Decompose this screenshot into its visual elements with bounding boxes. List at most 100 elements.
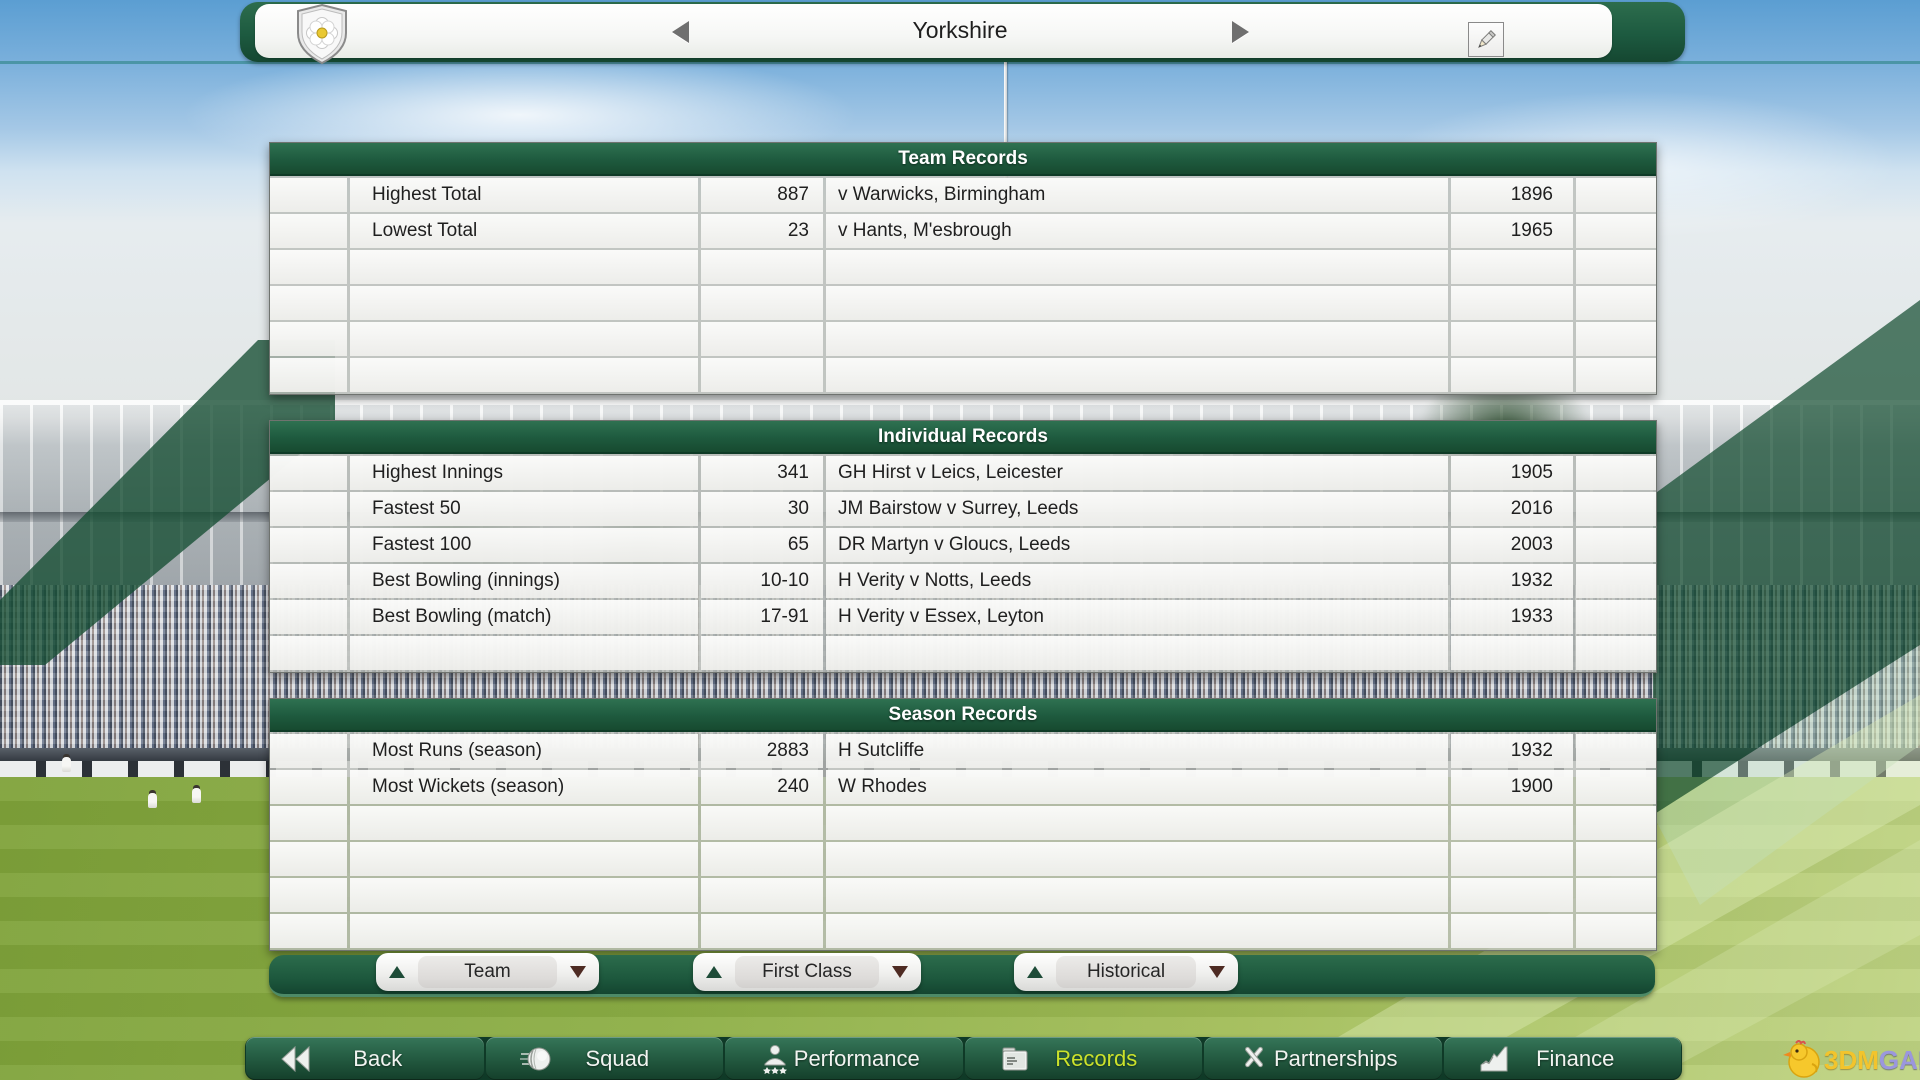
table-row: Highest Total 887 v Warwicks, Birmingham… — [270, 178, 1656, 212]
record-detail: GH Hirst v Leics, Leicester — [826, 456, 1448, 490]
table-row-empty — [270, 286, 1656, 320]
filter-dropdown-era[interactable]: Historical — [1014, 953, 1238, 991]
record-value: 65 — [701, 528, 823, 562]
record-value: 17-91 — [701, 600, 823, 634]
tab-performance[interactable]: Performance — [725, 1037, 963, 1080]
record-year: 1896 — [1451, 178, 1573, 212]
triangle-up-icon[interactable] — [706, 966, 722, 978]
record-detail: DR Martyn v Gloucs, Leeds — [826, 528, 1448, 562]
record-label: Highest Innings — [350, 456, 698, 490]
record-value: 240 — [701, 770, 823, 804]
record-value: 10-10 — [701, 564, 823, 598]
record-detail: H Verity v Notts, Leeds — [826, 564, 1448, 598]
fielder — [62, 757, 71, 772]
record-label: Highest Total — [350, 178, 698, 212]
team-records-panel: Team Records Highest Total 887 v Warwick… — [269, 142, 1657, 395]
edit-team-button[interactable] — [1468, 22, 1504, 57]
panel-title: Individual Records — [270, 421, 1656, 454]
tab-records[interactable]: Records — [964, 1037, 1202, 1080]
record-year: 2016 — [1451, 492, 1573, 526]
record-label: Lowest Total — [350, 214, 698, 248]
filter-dropdown-team[interactable]: Team — [376, 953, 599, 991]
double-left-chevron-icon — [280, 1043, 312, 1075]
triangle-up-icon[interactable] — [1027, 966, 1043, 978]
watermark-text-1: 3DM — [1824, 1044, 1879, 1075]
table-row: Most Runs (season) 2883 H Sutcliffe 1932 — [270, 734, 1656, 768]
table-row-empty — [270, 636, 1656, 670]
record-detail: H Verity v Essex, Leyton — [826, 600, 1448, 634]
table-row-empty — [270, 878, 1656, 912]
record-label: Fastest 50 — [350, 492, 698, 526]
triangle-down-icon[interactable] — [1209, 966, 1225, 978]
record-year: 1900 — [1451, 770, 1573, 804]
table-row: Fastest 100 65 DR Martyn v Gloucs, Leeds… — [270, 528, 1656, 562]
header-bar — [255, 4, 1612, 58]
tab-label: Partnerships — [1273, 1045, 1398, 1071]
season-records-panel: Season Records Most Runs (season) 2883 H… — [269, 698, 1657, 951]
table-row-empty — [270, 250, 1656, 284]
table-row: Highest Innings 341 GH Hirst v Leics, Le… — [270, 456, 1656, 490]
records-folder-icon — [999, 1043, 1031, 1075]
record-year: 1932 — [1451, 564, 1573, 598]
table-row: Lowest Total 23 v Hants, M'esbrough 1965 — [270, 214, 1656, 248]
next-team-arrow-icon[interactable] — [1232, 21, 1249, 43]
table-row: Best Bowling (match) 17-91 H Verity v Es… — [270, 600, 1656, 634]
tab-label: Squad — [585, 1045, 650, 1071]
panel-title: Team Records — [270, 143, 1656, 176]
record-value: 2883 — [701, 734, 823, 768]
prev-team-arrow-icon[interactable] — [672, 21, 689, 43]
horizon-line — [0, 61, 1920, 64]
table-row-empty — [270, 914, 1656, 948]
team-crest-icon — [293, 3, 351, 70]
table-row: Most Wickets (season) 240 W Rhodes 1900 — [270, 770, 1656, 804]
filter-dropdown-match-type[interactable]: First Class — [693, 953, 921, 991]
crossed-bats-icon — [1238, 1043, 1270, 1075]
table-row-empty — [270, 358, 1656, 392]
table-row: Fastest 50 30 JM Bairstow v Surrey, Leed… — [270, 492, 1656, 526]
record-detail: H Sutcliffe — [826, 734, 1448, 768]
tab-back[interactable]: Back — [246, 1037, 484, 1080]
record-label: Fastest 100 — [350, 528, 698, 562]
filter-bar: Team First Class Historical — [269, 953, 1655, 997]
record-detail: v Warwicks, Birmingham — [826, 178, 1448, 212]
record-label: Most Wickets (season) — [350, 770, 698, 804]
record-detail: v Hants, M'esbrough — [826, 214, 1448, 248]
fielder — [192, 788, 201, 803]
tab-label: Records — [1055, 1045, 1138, 1071]
table-row: Best Bowling (innings) 10-10 H Verity v … — [270, 564, 1656, 598]
record-label: Best Bowling (innings) — [350, 564, 698, 598]
chick-mascot-icon — [1783, 1040, 1820, 1078]
area-chart-icon — [1478, 1043, 1510, 1075]
panel-title: Season Records — [270, 699, 1656, 732]
watermark-text-2: GAME — [1878, 1044, 1920, 1075]
tab-partnerships[interactable]: Partnerships — [1204, 1037, 1442, 1080]
bottom-nav-bar: Back Squad — [245, 1037, 1682, 1080]
record-year: 1932 — [1451, 734, 1573, 768]
tab-finance[interactable]: Finance — [1443, 1037, 1681, 1080]
triangle-down-icon[interactable] — [892, 966, 908, 978]
fielder — [148, 793, 157, 808]
triangle-up-icon[interactable] — [389, 966, 405, 978]
filter-value[interactable]: Historical — [1056, 956, 1196, 988]
record-value: 23 — [701, 214, 823, 248]
player-stars-icon — [759, 1043, 791, 1075]
tab-label: Finance — [1536, 1045, 1615, 1071]
table-row-empty — [270, 322, 1656, 356]
record-value: 887 — [701, 178, 823, 212]
pencil-icon — [1478, 29, 1496, 48]
record-detail: JM Bairstow v Surrey, Leeds — [826, 492, 1448, 526]
record-year: 1905 — [1451, 456, 1573, 490]
filter-value[interactable]: Team — [418, 956, 557, 988]
record-label: Best Bowling (match) — [350, 600, 698, 634]
record-detail: W Rhodes — [826, 770, 1448, 804]
tab-squad[interactable]: Squad — [485, 1037, 723, 1080]
cricket-ball-icon — [519, 1043, 552, 1075]
watermark: 3DMGAME — [1782, 1040, 1920, 1080]
triangle-down-icon[interactable] — [570, 966, 586, 978]
filter-value[interactable]: First Class — [735, 956, 879, 988]
table-row-empty — [270, 806, 1656, 840]
page-title: Yorkshire — [912, 17, 1008, 43]
record-label: Most Runs (season) — [350, 734, 698, 768]
record-value: 341 — [701, 456, 823, 490]
